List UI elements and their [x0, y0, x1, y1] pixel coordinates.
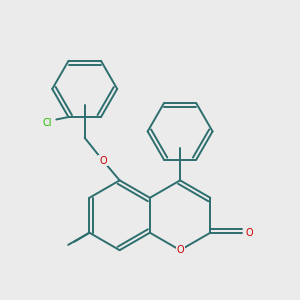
Text: O: O	[245, 228, 253, 238]
Text: Cl: Cl	[43, 118, 52, 128]
Text: O: O	[99, 156, 107, 166]
Text: O: O	[176, 245, 184, 255]
